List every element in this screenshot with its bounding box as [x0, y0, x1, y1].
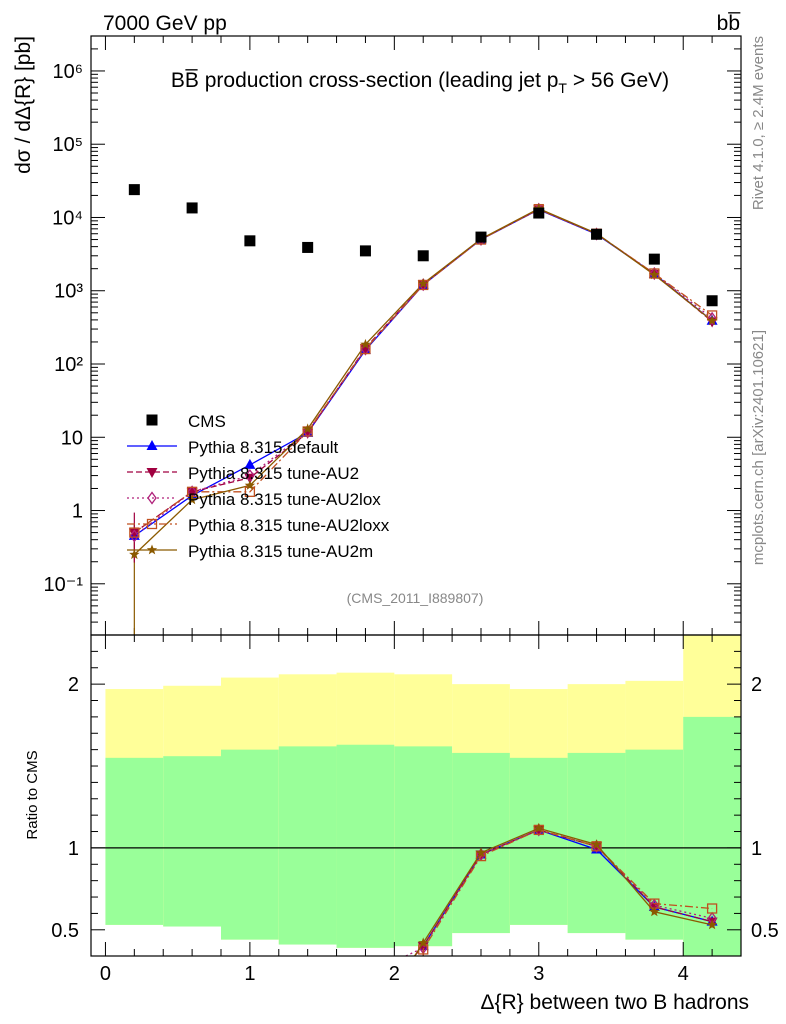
legend-label: Pythia 8.315 tune-AU2: [188, 464, 359, 483]
cms-data-point: [475, 231, 487, 243]
ratio-point: [706, 903, 718, 914]
legend-label: CMS: [188, 412, 226, 431]
green-band-bin: [278, 746, 337, 945]
data-point: [707, 311, 717, 325]
y-tick-label: 10²: [54, 354, 83, 376]
cms-data-point: [128, 184, 140, 196]
ratio-y-tick-label: 1: [751, 838, 762, 860]
cms-data-point: [591, 228, 603, 240]
data-point: [129, 549, 140, 560]
green-band-bin: [336, 744, 395, 948]
data-point: [128, 528, 140, 539]
legend-label: Pythia 8.315 tune-AU2m: [188, 542, 373, 561]
green-band-bin: [452, 752, 510, 934]
data-point: [360, 338, 371, 349]
x-tick-label: 0: [100, 963, 111, 985]
x-axis-label: Δ{R} between two B hadrons: [480, 991, 749, 1014]
chart-title: BB̅ production cross-section (leading je…: [171, 69, 669, 96]
legend-marker: [146, 414, 158, 426]
data-point: [706, 315, 718, 326]
data-point: [649, 266, 660, 281]
cms-data-point: [244, 235, 256, 247]
y-tick-label: 10⁻¹: [44, 574, 84, 596]
ratio-point: [649, 906, 660, 917]
legend: CMS Pythia 8.315 default Pythia 8.315 tune…: [127, 412, 390, 561]
green-band-bin: [105, 757, 164, 925]
mcplots-label: mcplots.cern.ch [arXiv:2401.10621]: [750, 330, 767, 565]
data-point: [649, 269, 660, 280]
legend-label: Pythia 8.315 default: [188, 438, 339, 457]
data-point: [302, 428, 314, 439]
y-tick-label: 10³: [54, 281, 83, 303]
legend-label: Pythia 8.315 tune-AU2lox: [188, 490, 381, 509]
header-energy-label: 7000 GeV pp: [103, 12, 227, 35]
y-tick-label: 10⁴: [52, 207, 83, 229]
cms-data-point: [417, 250, 429, 262]
y-tick-label: 1: [72, 501, 83, 523]
ratio-y-tick-label: 0.5: [751, 920, 779, 942]
x-tick-label: 2: [389, 963, 400, 985]
ratio-point: [533, 822, 544, 833]
cms-data-point: [533, 207, 545, 219]
data-point: [302, 424, 313, 439]
green-band-bin: [163, 756, 221, 927]
legend-marker: [146, 468, 158, 478]
x-tick-label: 4: [678, 963, 689, 985]
cms-data-point: [302, 241, 314, 253]
green-band-bin: [221, 749, 279, 940]
cms-data-point: [706, 295, 718, 307]
ratio-panel: 0.5 0.5 1 1 2 2 0 1 2 3 4: [51, 635, 779, 985]
legend-marker: [147, 491, 157, 505]
x-tick-label: 3: [533, 963, 544, 985]
ratio-panel-frame: [90, 634, 742, 957]
analysis-tag: (CMS_2011_I889807): [347, 590, 484, 606]
ratio-point: [591, 839, 602, 850]
y-tick-label: 10: [61, 427, 83, 449]
y-tick-label: 10⁵: [52, 134, 83, 156]
ratio-y-tick-label: 0.5: [51, 920, 79, 942]
cms-data-point: [648, 253, 660, 265]
legend-label: Pythia 8.315 tune-AU2loxx: [188, 516, 390, 535]
green-band-bin: [509, 757, 568, 925]
ratio-y-tick-label: 2: [68, 674, 79, 696]
ratio-point: [418, 937, 429, 948]
data-point: [129, 529, 140, 543]
legend-marker: [146, 518, 158, 530]
ratio-point: [706, 919, 718, 930]
legend-marker: [146, 544, 158, 555]
main-y-axis-label: dσ / dΔ{R} [pb]: [12, 36, 35, 174]
data-point: [418, 278, 429, 289]
legend-marker: [146, 440, 158, 450]
rivet-version-label: Rivet 4.1.0, ≥ 2.4M events: [750, 36, 767, 210]
data-point: [129, 527, 140, 538]
main-panel: 10⁻¹ 1 10 10² 10³ 10⁴ 10⁵ 10⁶: [44, 35, 742, 636]
ratio-point: [475, 847, 487, 858]
ratio-y-tick-label: 2: [751, 674, 762, 696]
data-point: [244, 458, 256, 469]
ratio-y-axis-label: Ratio to CMS: [24, 750, 41, 839]
data-point: [302, 423, 313, 434]
cms-data-point: [359, 245, 371, 257]
ratio-y-tick-label: 1: [68, 838, 79, 860]
y-tick-label: 10⁶: [53, 61, 83, 83]
ratio-uncertainty-bands: [105, 635, 741, 956]
header-process-label: bb̅: [717, 12, 742, 35]
data-point: [186, 494, 198, 505]
data-point: [244, 479, 256, 490]
x-tick-label: 1: [244, 963, 255, 985]
cms-data-point: [186, 202, 198, 214]
